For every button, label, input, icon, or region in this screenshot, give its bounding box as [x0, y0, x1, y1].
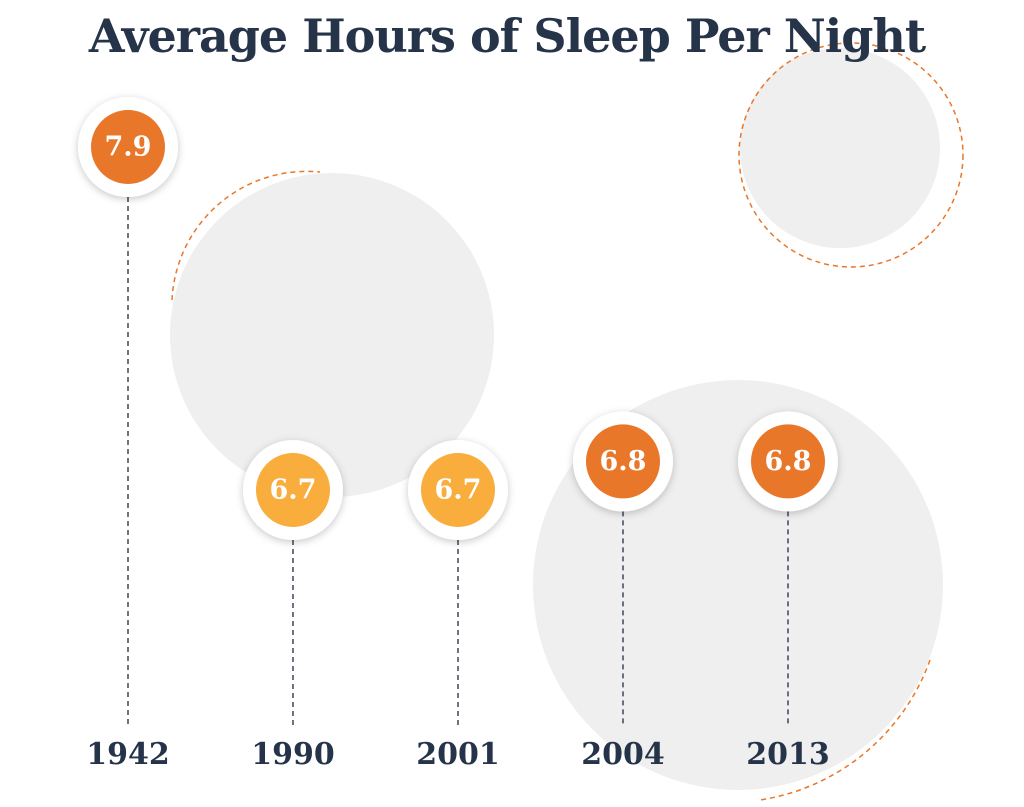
- marker: [751, 424, 825, 499]
- marker: [421, 453, 495, 527]
- x-tick-label: 2004: [581, 737, 665, 772]
- chart-title: Average Hours of Sleep Per Night: [88, 9, 927, 63]
- x-tick-label: 2001: [416, 737, 500, 772]
- value-label: 6.7: [270, 475, 317, 506]
- marker: [256, 453, 330, 527]
- x-tick-label: 1990: [251, 737, 335, 772]
- value-label: 6.8: [600, 446, 647, 477]
- decoration: [170, 42, 964, 801]
- value-label: 6.8: [765, 446, 812, 477]
- marker: [586, 424, 660, 499]
- x-tick-label: 2013: [746, 737, 830, 772]
- value-label: 6.7: [435, 475, 482, 506]
- marker: [91, 110, 165, 184]
- x-tick-label: 1942: [86, 737, 170, 772]
- value-label: 7.9: [105, 132, 152, 163]
